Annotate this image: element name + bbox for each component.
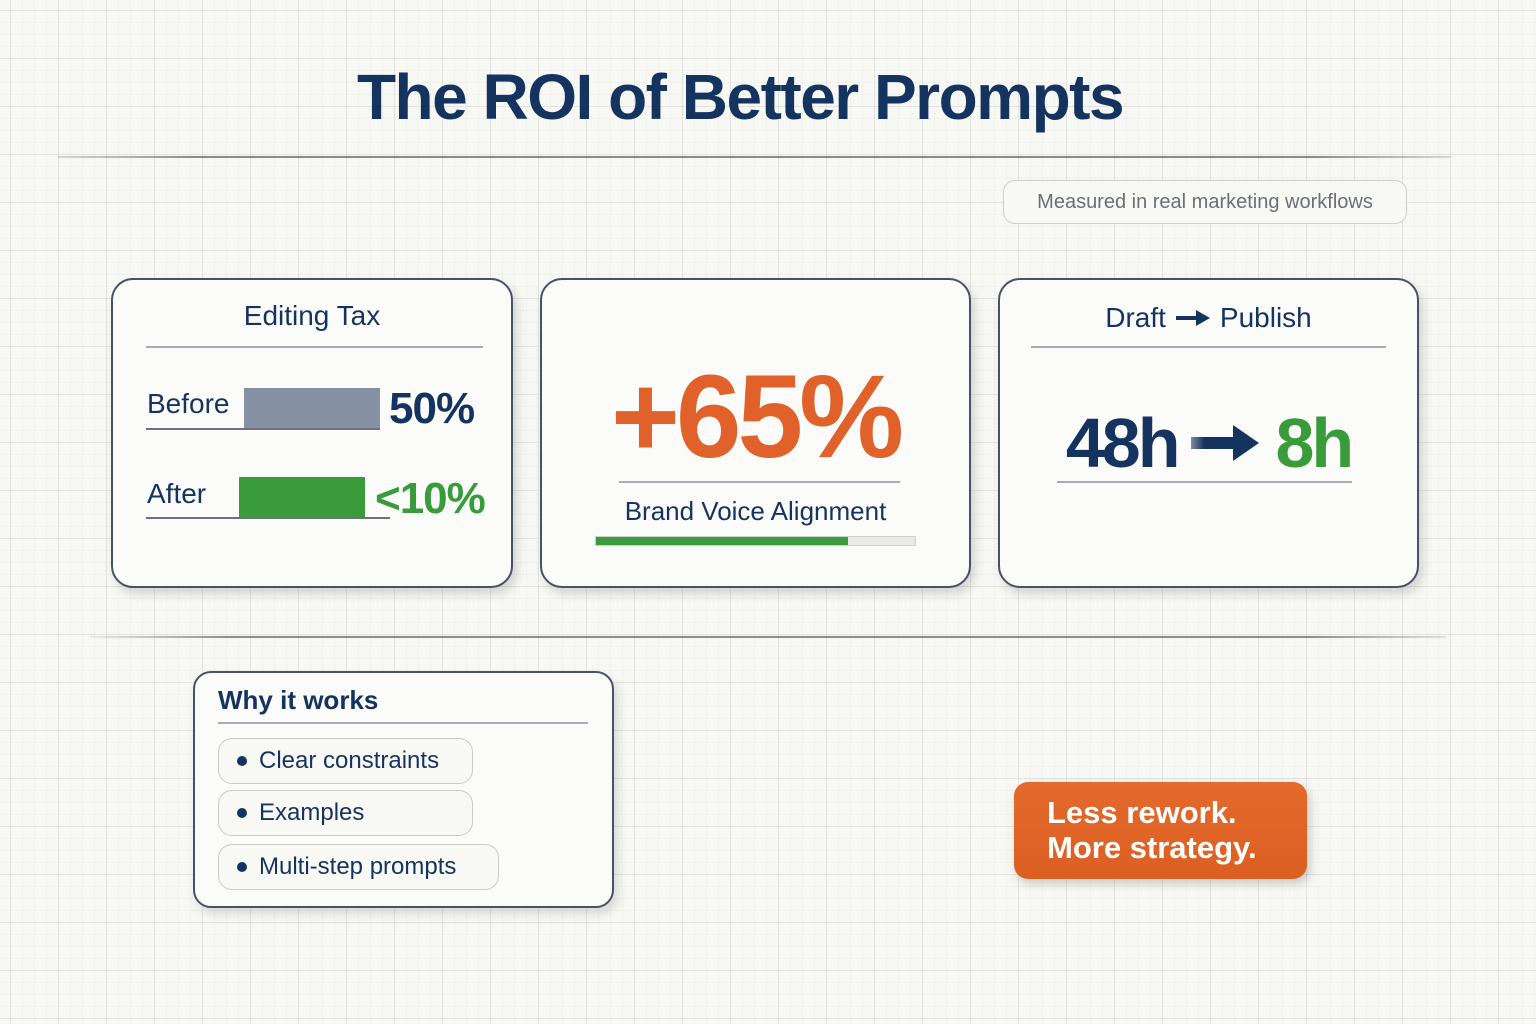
after-baseline bbox=[146, 517, 390, 519]
before-baseline bbox=[146, 428, 380, 430]
after-time: 8h bbox=[1275, 404, 1354, 482]
page-title: The ROI of Better Prompts bbox=[356, 61, 1125, 133]
brand-voice-label: Brand Voice Alignment bbox=[624, 496, 887, 526]
bullet-icon bbox=[237, 756, 247, 766]
publish-label: Publish bbox=[1219, 302, 1312, 333]
why-it-works-title: Why it works bbox=[218, 685, 379, 715]
reason-label: Examples bbox=[259, 799, 365, 826]
editing-tax-title: Editing Tax bbox=[243, 300, 381, 331]
after-bar bbox=[239, 477, 365, 518]
reason-label: Clear constraints bbox=[259, 747, 440, 774]
why-it-works-card: Why it works Clear constraints Examples … bbox=[193, 671, 614, 908]
before-time: 48h bbox=[1065, 404, 1181, 482]
card-divider bbox=[218, 722, 588, 724]
card-divider bbox=[146, 346, 483, 348]
after-value: <10% bbox=[375, 474, 486, 523]
time-comparison: 48h 8h bbox=[1000, 408, 1417, 478]
card-divider bbox=[619, 481, 900, 483]
brand-voice-progress bbox=[595, 536, 916, 546]
after-label: After bbox=[147, 478, 207, 509]
brand-voice-card: +65% Brand Voice Alignment bbox=[540, 278, 971, 588]
draft-label: Draft bbox=[1105, 302, 1166, 333]
section-divider bbox=[90, 636, 1446, 638]
progress-fill bbox=[596, 537, 848, 545]
before-bar bbox=[244, 388, 380, 429]
draft-publish-title: Draft Publish bbox=[1000, 302, 1417, 334]
reason-label: Multi-step prompts bbox=[259, 853, 457, 880]
bullet-icon bbox=[237, 808, 247, 818]
draft-publish-card: Draft Publish 48h 8h bbox=[998, 278, 1419, 588]
editing-tax-card: Editing Tax Before 50% After <10% bbox=[111, 278, 513, 588]
brand-voice-stat: +65% bbox=[610, 351, 904, 483]
before-label: Before bbox=[147, 388, 230, 419]
before-value: 50% bbox=[389, 384, 475, 433]
right-arrow-icon bbox=[1191, 425, 1260, 461]
reason-chip: Examples bbox=[218, 790, 473, 836]
subtitle-text: Measured in real marketing workflows bbox=[1037, 190, 1373, 213]
takeaway-line-2: More strategy. bbox=[1047, 830, 1257, 865]
reason-chip: Clear constraints bbox=[218, 738, 473, 784]
takeaway-line-1: Less rework. bbox=[1047, 795, 1237, 830]
title-divider bbox=[58, 156, 1451, 158]
card-divider bbox=[1031, 346, 1386, 348]
bullet-icon bbox=[237, 862, 247, 872]
right-arrow-icon bbox=[1175, 310, 1210, 326]
subtitle-badge: Measured in real marketing workflows bbox=[1003, 180, 1407, 224]
time-underline bbox=[1057, 481, 1352, 483]
takeaway-banner: Less rework. More strategy. bbox=[1014, 782, 1307, 879]
reason-chip: Multi-step prompts bbox=[218, 844, 499, 890]
